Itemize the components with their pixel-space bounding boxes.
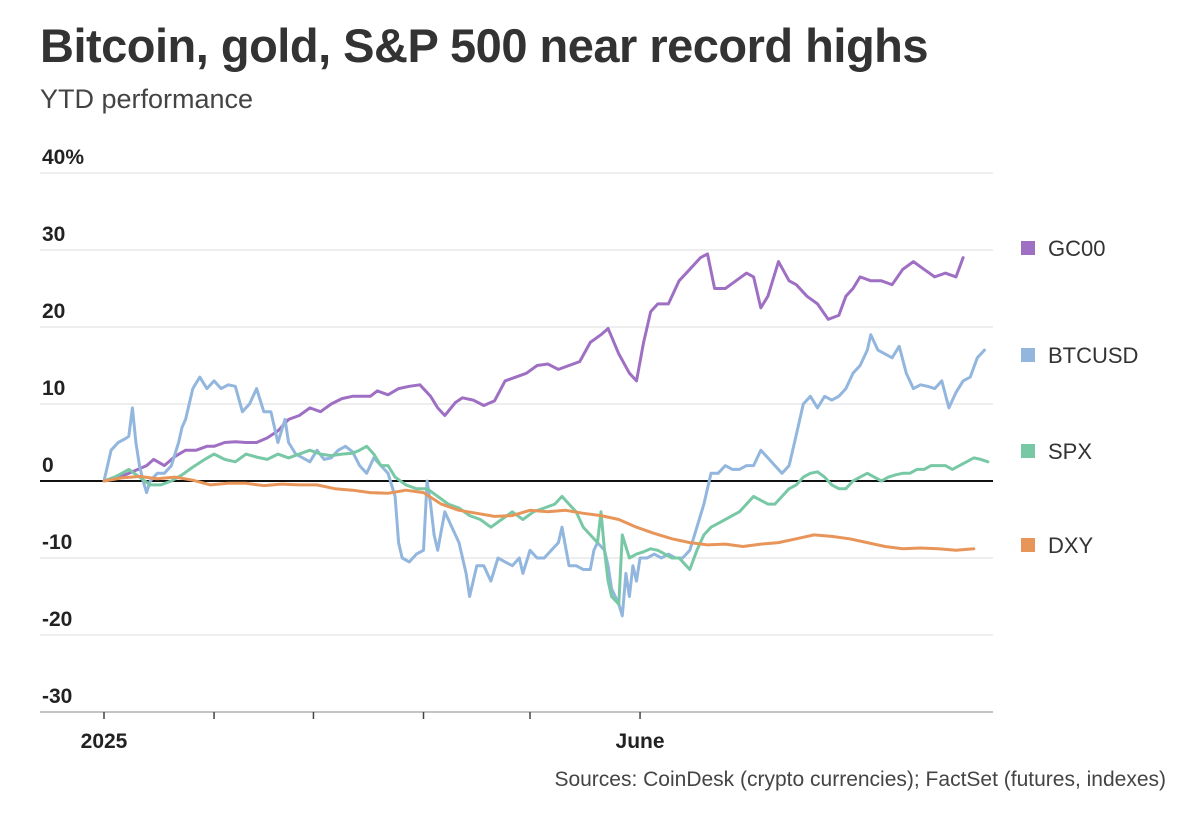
y-tick-label: -30 [42,685,72,708]
series-line-spx [102,444,990,606]
legend-label-btcusd: BTCUSD [1048,343,1138,368]
y-tick-label: 20 [42,300,65,323]
legend-swatch-spx [1021,444,1035,458]
series-line-btcusd [102,333,986,618]
series-line-dxy [102,474,976,552]
y-tick-label: 30 [42,223,65,246]
axes: 40% 30 20 10 0 -10 -20 -30 2025 June [40,146,993,753]
legend-swatch-gc00 [1021,241,1035,255]
y-tick-label: -10 [42,531,72,554]
legend-label-dxy: DXY [1048,533,1094,558]
y-tick-label: -20 [42,608,72,631]
y-tick-label: 40% [42,146,84,169]
x-tick-label: June [616,730,665,753]
chart-subtitle: YTD performance [40,84,254,114]
series-line-gc00 [102,252,965,483]
legend: GC00 BTCUSD SPX DXY [1021,236,1138,558]
series-lines [102,252,990,618]
x-tick-label: 2025 [81,730,128,753]
y-tick-label: 10 [42,377,65,400]
legend-swatch-btcusd [1021,348,1035,362]
legend-label-gc00: GC00 [1048,236,1105,261]
y-tick-label: 0 [42,454,54,477]
gridlines [40,172,993,636]
chart-title: Bitcoin, gold, S&P 500 near record highs [40,19,929,72]
legend-swatch-dxy [1021,538,1035,552]
source-note: Sources: CoinDesk (crypto currencies); F… [554,768,1166,791]
legend-label-spx: SPX [1048,439,1092,464]
